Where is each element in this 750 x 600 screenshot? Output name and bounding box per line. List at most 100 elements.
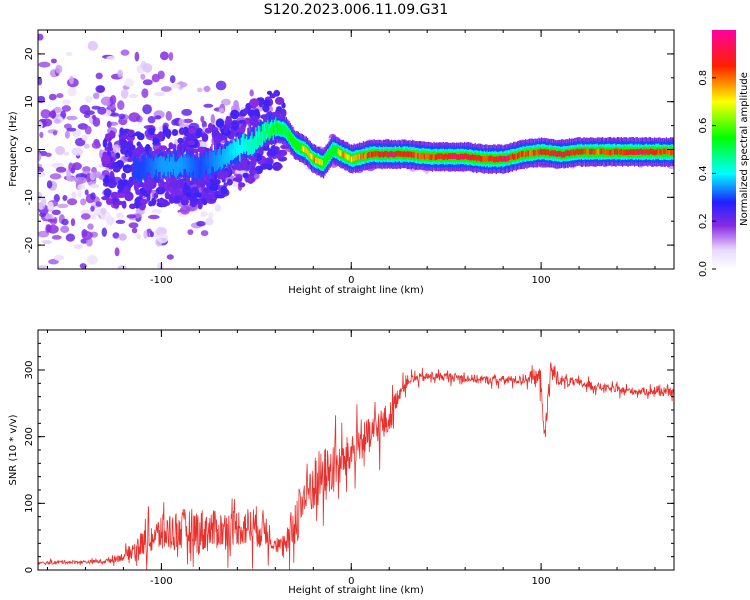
spectrogram-blob [40,109,51,119]
spectrogram-ridge-cell [341,152,343,158]
spectrogram-ridge-cell [439,153,442,159]
spectrogram-blob [140,198,148,205]
spectrogram-blob [44,213,54,220]
y-tick-label: 300 [24,360,35,379]
spectrogram-blob [114,247,120,257]
spectrogram-ridge-cell [576,148,579,155]
spectrogram-blob [95,72,103,80]
spectrogram-blob [112,232,120,239]
spectrogram-ridge-cell [271,125,273,136]
spectrogram-blob [170,189,178,198]
spectrogram-blob [38,61,51,68]
spectrogram-ridge-cell [469,154,471,161]
spectrogram-blob [84,189,89,196]
spectrogram-ridge-cell [190,158,192,169]
spectrogram-blob [38,76,43,86]
spectrogram-ridge-cell [579,148,581,155]
spectrogram-ridge-cell [498,155,500,162]
spectrogram-blob [196,220,206,227]
spectrogram-ridge-cell [168,162,171,173]
spectrogram-ridge-cell [224,154,226,165]
spectrogram-blob [38,95,46,103]
spectrogram-ridge-cell [522,150,524,157]
spectrogram-blob [49,173,62,180]
spectrogram-ridge-cell [360,153,362,160]
spectrogram-ridge-cell [544,149,547,156]
spectrogram-ridge-cell [276,123,278,134]
spectrogram-ridge-cell [430,154,432,161]
spectrogram-ridge-cell [431,153,434,160]
spectrogram-ridge-cell [293,138,295,149]
spectrogram-blob [80,213,91,220]
y-tick-label: 20 [24,48,35,61]
spectrogram-ridge-cell [273,124,276,136]
spectrogram-ridge-cell [487,156,490,162]
spectrogram-blob [158,145,168,151]
spectrogram-blob [107,141,113,152]
spectrogram-blob [232,177,242,182]
spectrogram-blob [223,182,228,188]
spectrogram-blob [100,96,113,106]
spectrogram-ridge-cell [447,153,450,159]
spectrogram-blob [90,192,96,200]
spectrogram-ridge-cell [651,148,653,155]
spectrogram-ridge-cell [402,151,404,158]
spectrogram-ridge-cell [499,155,501,162]
spectrogram-ridge-cell [369,151,371,158]
spectrogram-ridge-cell [558,150,560,157]
spectrogram-ridge-cell [386,151,389,158]
spectrogram-blob [168,52,174,61]
spectrogram-ridge-cell [635,149,637,155]
spectrogram-blob [178,127,186,135]
spectrogram-ridge-cell [208,151,210,167]
spectrogram-blob [142,104,153,115]
spectrogram-ridge-cell [188,160,190,172]
spectrogram-blob [219,174,227,181]
spectrogram-blob [101,227,108,237]
spectrogram-blob [53,304,62,311]
spectrogram-ridge-cell [356,154,358,161]
snr-ylabel: SNR (10 * v/v) [8,414,19,485]
spectrogram-blob [127,129,134,137]
spectrogram-ridge-cell [329,149,331,160]
spectrogram-ridge-cell [255,127,257,143]
y-tick-label: 0 [24,146,35,152]
spectrogram-ridge-cell [348,154,350,161]
spectrogram-blob [50,58,57,64]
spectrogram-blob [95,85,105,94]
spectrogram-ridge-cell [669,149,672,156]
spectrogram-ridge-cell [180,162,183,174]
spectrogram-blob [136,132,145,141]
spectrogram-ridge-cell [425,152,427,159]
spectrogram-blob [154,115,162,120]
spectrogram-ridge-cell [560,151,563,158]
spectrogram-ridge-cell [405,151,407,158]
spectrogram-blob [156,133,165,139]
spectrogram-blob [242,108,249,115]
spectrogram-ridge-cell [631,149,633,156]
spectrogram-blob [48,259,59,265]
spectrogram-ridge-cell [151,158,153,174]
spectrogram-blob [249,98,260,108]
spectrogram-blob [142,79,153,86]
spectrogram-ridge-cell [352,156,354,163]
spectrogram-blob [84,143,90,149]
spectrogram-blob [115,212,124,219]
spectrogram-blob [202,193,213,200]
spectrogram-ridge-cell [523,151,525,158]
spectrogram-ridge-cell [323,158,325,169]
spectrogram-blob [80,209,92,215]
spectrogram-ridge-cell [393,152,395,158]
spectrogram-ridge-cell [655,149,657,156]
spectrogram-ridge-cell [525,151,527,158]
spectrogram-ridge-cell [313,156,315,163]
spectrogram-ridge-cell [222,148,224,165]
spectrogram-ridge-cell [594,149,596,155]
spectrogram-blob [66,115,78,121]
spectrogram-blob [161,86,172,92]
spectrogram-blob [120,179,129,187]
spectrogram-ridge-cell [630,148,632,155]
spectrogram-ridge-cell [462,153,464,160]
spectrogram-ridge-cell [556,151,559,157]
spectrogram-blob [38,151,42,162]
